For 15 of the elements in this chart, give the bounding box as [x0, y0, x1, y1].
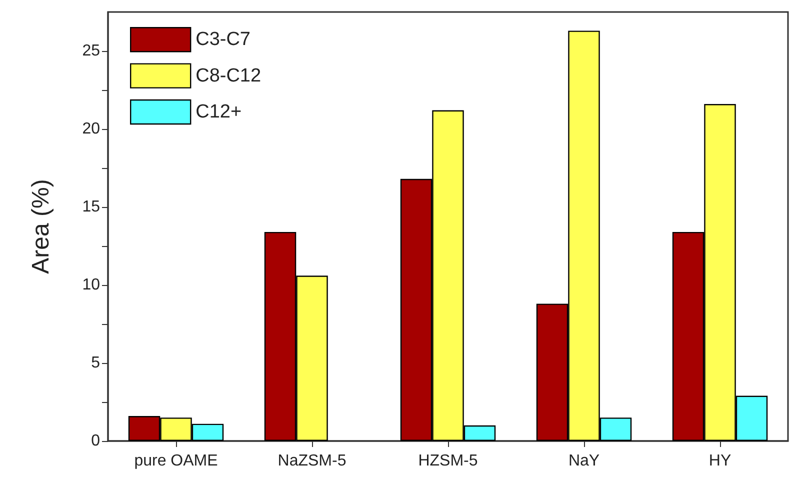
- y-axis-title: Area (%): [28, 179, 54, 274]
- legend-label: C12+: [196, 102, 242, 122]
- x-tick-label: HZSM-5: [418, 452, 478, 470]
- y-tick-label: 10: [82, 276, 100, 294]
- x-tick-label: NaY: [568, 452, 600, 470]
- legend-label: C8-C12: [196, 65, 262, 86]
- y-tick-label: 25: [82, 42, 100, 60]
- x-tick-label: pure OAME: [134, 452, 218, 470]
- legend-label: C3-C7: [196, 29, 251, 50]
- y-tick-label: 0: [91, 432, 100, 450]
- x-tick-label: HY: [708, 452, 732, 470]
- y-tick-label: 5: [91, 354, 100, 372]
- x-tick-label: NaZSM-5: [278, 452, 346, 470]
- y-tick-label: 15: [82, 198, 100, 216]
- y-tick-label: 20: [82, 120, 100, 138]
